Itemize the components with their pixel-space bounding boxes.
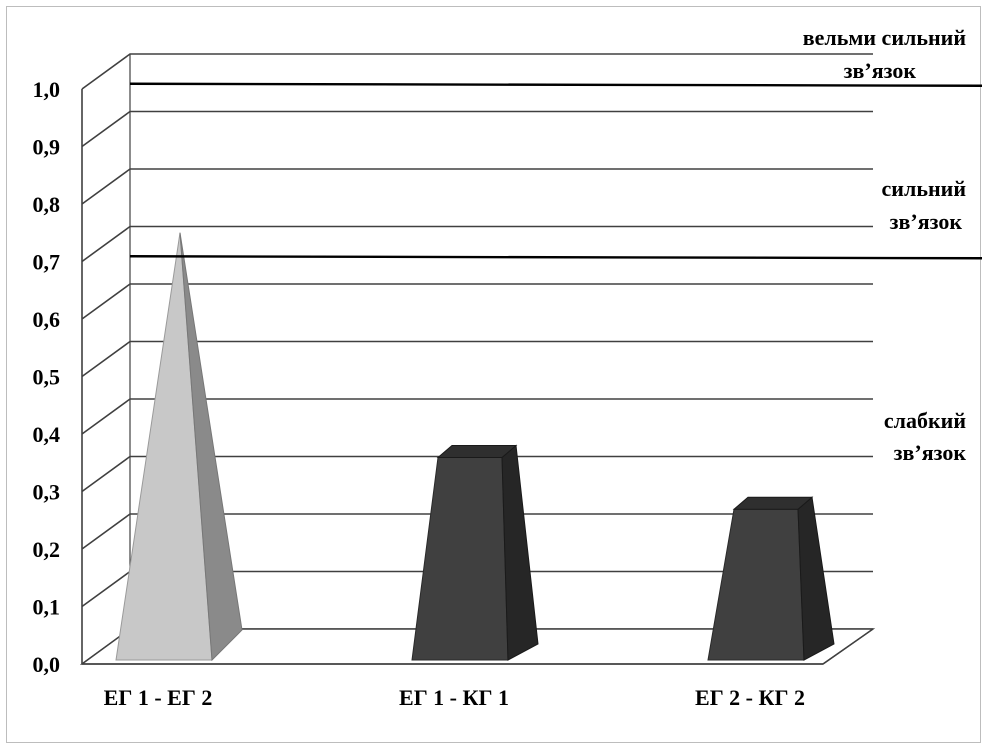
zone-label-very-strong-line2: зв’язок bbox=[844, 58, 917, 83]
bar-box-front bbox=[707, 508, 805, 661]
gridline bbox=[81, 168, 873, 205]
chart-frame bbox=[6, 6, 981, 743]
zone-label-strong-line1: сильний bbox=[882, 176, 967, 201]
y-tick-label: 0,4 bbox=[33, 422, 61, 447]
bar-box-side bbox=[501, 444, 539, 661]
bar-box-top bbox=[732, 496, 814, 510]
bar-box-front bbox=[411, 457, 509, 661]
y-tick-label: 0,5 bbox=[33, 365, 61, 390]
x-category-label: ЕГ 1 - ЕГ 2 bbox=[104, 685, 213, 710]
gridlines bbox=[81, 53, 873, 665]
bars bbox=[115, 232, 835, 662]
y-tick-label: 0,6 bbox=[33, 307, 61, 332]
bar-pyramid-side bbox=[179, 232, 243, 662]
threshold-line bbox=[129, 255, 983, 260]
x-category-label: ЕГ 1 - КГ 1 bbox=[399, 685, 509, 710]
y-tick-label: 0,2 bbox=[33, 537, 61, 562]
bar-box-top bbox=[436, 445, 518, 458]
x-category-label: ЕГ 2 - КГ 2 bbox=[695, 685, 805, 710]
y-tick-label: 0,3 bbox=[33, 480, 61, 505]
zone-label-weak-line2: зв’язок bbox=[894, 440, 967, 465]
y-axis-ticks: 0,0 0,1 0,2 0,3 0,4 0,5 0,6 0,7 0,8 0,9 1,0 bbox=[33, 77, 61, 677]
y-tick-label: 0,1 bbox=[33, 595, 61, 620]
bar-box-side bbox=[797, 496, 835, 661]
zone-label-strong-line2: зв’язок bbox=[890, 209, 963, 234]
threshold-line bbox=[129, 82, 983, 87]
y-tick-label: 0,0 bbox=[33, 652, 61, 677]
zone-label-weak-line1: слабкий bbox=[884, 408, 966, 433]
y-tick-label: 0,7 bbox=[33, 250, 61, 275]
threshold-lines bbox=[129, 82, 983, 260]
zone-label-very-strong-line1: вельми сильний bbox=[803, 25, 967, 50]
gridline bbox=[81, 283, 873, 320]
floor-right-edge bbox=[822, 628, 874, 665]
y-tick-label: 0,9 bbox=[33, 135, 61, 160]
y-tick-label: 1,0 bbox=[33, 77, 61, 102]
gridline bbox=[81, 110, 873, 148]
x-axis-labels: ЕГ 1 - ЕГ 2 ЕГ 1 - КГ 1 ЕГ 2 - КГ 2 bbox=[104, 685, 805, 710]
y-tick-label: 0,8 bbox=[33, 192, 61, 217]
